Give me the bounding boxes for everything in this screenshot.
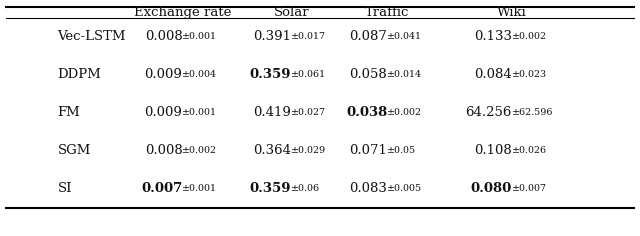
Text: Wiki: Wiki xyxy=(497,6,527,19)
Text: 0.083: 0.083 xyxy=(349,182,387,195)
Text: ±0.005: ±0.005 xyxy=(387,184,422,193)
Text: 0.133: 0.133 xyxy=(474,30,512,43)
Text: 0.359: 0.359 xyxy=(250,68,291,81)
Text: 0.087: 0.087 xyxy=(349,30,387,43)
Text: ±0.001: ±0.001 xyxy=(182,184,218,193)
Text: ±0.004: ±0.004 xyxy=(182,70,218,79)
Text: ±0.026: ±0.026 xyxy=(512,146,547,155)
Text: SGM: SGM xyxy=(58,144,91,157)
Text: ±0.002: ±0.002 xyxy=(182,146,218,155)
Text: 0.058: 0.058 xyxy=(349,68,387,81)
Text: ±0.007: ±0.007 xyxy=(512,184,547,193)
Text: Solar: Solar xyxy=(273,6,309,19)
Text: 0.009: 0.009 xyxy=(145,106,182,119)
Text: ±0.029: ±0.029 xyxy=(291,146,326,155)
Text: ±0.027: ±0.027 xyxy=(291,108,326,117)
Text: Traffic: Traffic xyxy=(365,6,410,19)
Text: ±0.002: ±0.002 xyxy=(512,32,547,41)
Text: 64.256: 64.256 xyxy=(466,106,512,119)
Text: FM: FM xyxy=(58,106,81,119)
Text: ±0.014: ±0.014 xyxy=(387,70,422,79)
Text: 0.084: 0.084 xyxy=(474,68,512,81)
Text: ±0.001: ±0.001 xyxy=(182,32,218,41)
Text: SI: SI xyxy=(58,182,72,195)
Text: 0.009: 0.009 xyxy=(145,68,182,81)
Text: ±0.023: ±0.023 xyxy=(512,70,547,79)
Text: 0.391: 0.391 xyxy=(253,30,291,43)
Text: ±0.041: ±0.041 xyxy=(387,32,422,41)
Text: Vec-LSTM: Vec-LSTM xyxy=(58,30,126,43)
Text: ±0.001: ±0.001 xyxy=(182,108,218,117)
Text: 0.108: 0.108 xyxy=(474,144,512,157)
Text: DDPM: DDPM xyxy=(58,68,102,81)
Text: 0.008: 0.008 xyxy=(145,144,182,157)
Text: 0.080: 0.080 xyxy=(471,182,512,195)
Text: Exchange rate: Exchange rate xyxy=(134,6,231,19)
Text: 0.071: 0.071 xyxy=(349,144,387,157)
Text: 0.419: 0.419 xyxy=(253,106,291,119)
Text: ±0.061: ±0.061 xyxy=(291,70,326,79)
Text: 0.359: 0.359 xyxy=(250,182,291,195)
Text: 0.008: 0.008 xyxy=(145,30,182,43)
Text: 0.038: 0.038 xyxy=(346,106,387,119)
Text: ±0.06: ±0.06 xyxy=(291,184,321,193)
Text: ±0.002: ±0.002 xyxy=(387,108,422,117)
Text: 0.364: 0.364 xyxy=(253,144,291,157)
Text: ±62.596: ±62.596 xyxy=(512,108,554,117)
Text: ±0.05: ±0.05 xyxy=(387,146,417,155)
Text: 0.007: 0.007 xyxy=(141,182,182,195)
Text: ±0.017: ±0.017 xyxy=(291,32,326,41)
